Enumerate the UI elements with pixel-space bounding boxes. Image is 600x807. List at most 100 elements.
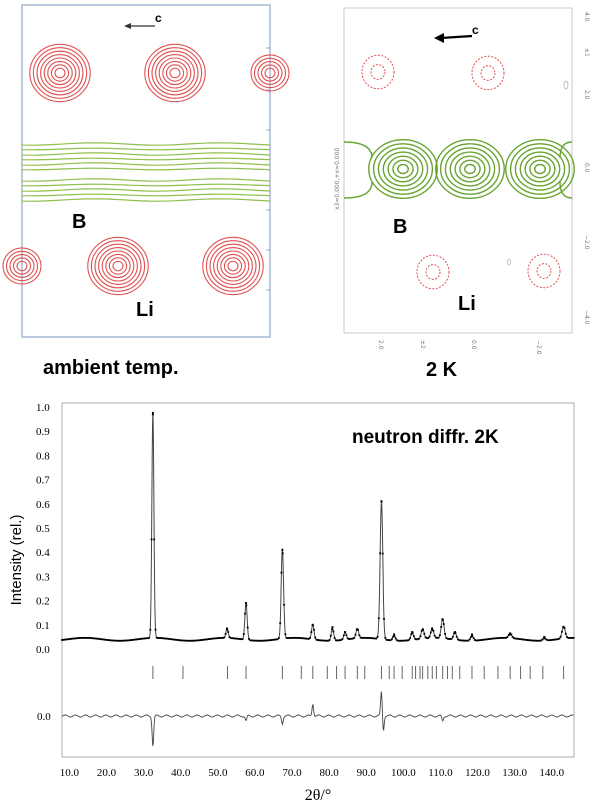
observed-point [253, 639, 256, 642]
observed-point [264, 639, 267, 642]
observed-point [210, 637, 213, 640]
li-contour [169, 67, 181, 79]
observed-point [461, 639, 463, 642]
observed-point [542, 637, 545, 640]
li-contour [43, 57, 77, 89]
observed-point [415, 638, 418, 641]
observed-point [275, 638, 278, 641]
x-tick-label: 110.0 [428, 767, 453, 779]
observed-point [341, 638, 344, 640]
li-contour [162, 60, 188, 86]
observed-point [154, 628, 157, 631]
b-contour [529, 159, 551, 179]
observed-point [496, 637, 498, 640]
lowT-caption: 2 K [426, 359, 458, 381]
li-contour [29, 43, 91, 103]
observed-point [72, 637, 75, 640]
lowT-bottom-ticks: 2.0 ±2 0.0 −2.0 [377, 340, 542, 355]
observed-point [218, 637, 221, 639]
observed-point [487, 638, 489, 641]
b-contour [21, 167, 271, 171]
observed-point [337, 639, 340, 642]
observed-point [471, 635, 474, 637]
peak-top-point [344, 631, 347, 634]
observed-point [400, 639, 402, 642]
observed-point [455, 635, 458, 638]
observed-point [407, 639, 410, 641]
observed-point [287, 637, 289, 640]
y-tick-label: 0.7 [36, 475, 50, 487]
observed-point [277, 637, 280, 639]
observed-point [527, 639, 530, 642]
b-contour [21, 188, 271, 192]
li-contour [260, 64, 280, 82]
observed-point [493, 637, 496, 640]
x-tick-label: 20.0 [97, 767, 117, 779]
li-contour [47, 60, 73, 86]
observed-point [159, 637, 162, 639]
observed-point [111, 639, 114, 642]
observed-point [301, 637, 304, 640]
observed-point [223, 636, 226, 639]
observed-point [393, 635, 396, 637]
observed-point [240, 638, 243, 641]
observed-point [151, 411, 154, 414]
observed-point [196, 639, 198, 642]
observed-point [241, 638, 244, 640]
li-contour [213, 247, 253, 285]
observed-point [297, 637, 300, 639]
observed-point [522, 638, 524, 641]
observed-point [320, 639, 323, 642]
observed-point [62, 638, 65, 641]
observed-point [548, 639, 550, 642]
observed-point [110, 639, 113, 642]
observed-point [167, 637, 170, 640]
li-contour [158, 57, 192, 89]
observed-point [226, 627, 228, 630]
observed-point [88, 637, 91, 639]
observed-point [363, 636, 366, 639]
observed-point [109, 639, 111, 642]
b-contour [387, 155, 419, 183]
observed-point [97, 637, 100, 640]
observed-point [519, 638, 522, 641]
observed-point [431, 627, 433, 630]
li-contour [425, 264, 441, 280]
observed-point [268, 639, 271, 642]
chart-title: neutron diffr. 2K [352, 427, 499, 448]
observed-point [372, 637, 375, 640]
observed-point [74, 637, 76, 640]
peak-top-point [245, 602, 248, 605]
observed-point [313, 628, 315, 631]
observed-point [248, 638, 250, 640]
li-contour [2, 247, 42, 285]
observed-point [462, 639, 465, 642]
observed-point [392, 635, 395, 638]
observed-point [192, 639, 195, 642]
observed-point [472, 637, 475, 640]
observed-point [153, 538, 156, 541]
peak-top-point [311, 623, 314, 626]
observed-point [371, 637, 374, 640]
li-contour [536, 263, 552, 279]
li-contour [147, 47, 203, 99]
observed-point [316, 639, 319, 641]
observed-point [227, 631, 230, 633]
observed-point [511, 635, 514, 638]
b-contour [444, 147, 496, 191]
observed-point [428, 635, 431, 638]
peak-top-point [441, 618, 444, 621]
observed-point [93, 637, 96, 640]
observed-point [149, 628, 152, 631]
y-tick-label: 0.0 [36, 644, 50, 656]
ambient-axis-label: c [155, 11, 162, 25]
observed-point [492, 637, 495, 640]
observed-point [119, 639, 122, 642]
observed-point [187, 639, 189, 642]
observed-point [79, 637, 82, 639]
observed-point [396, 639, 398, 642]
observed-point [244, 612, 246, 615]
observed-point [532, 639, 535, 642]
observed-point [103, 638, 106, 641]
